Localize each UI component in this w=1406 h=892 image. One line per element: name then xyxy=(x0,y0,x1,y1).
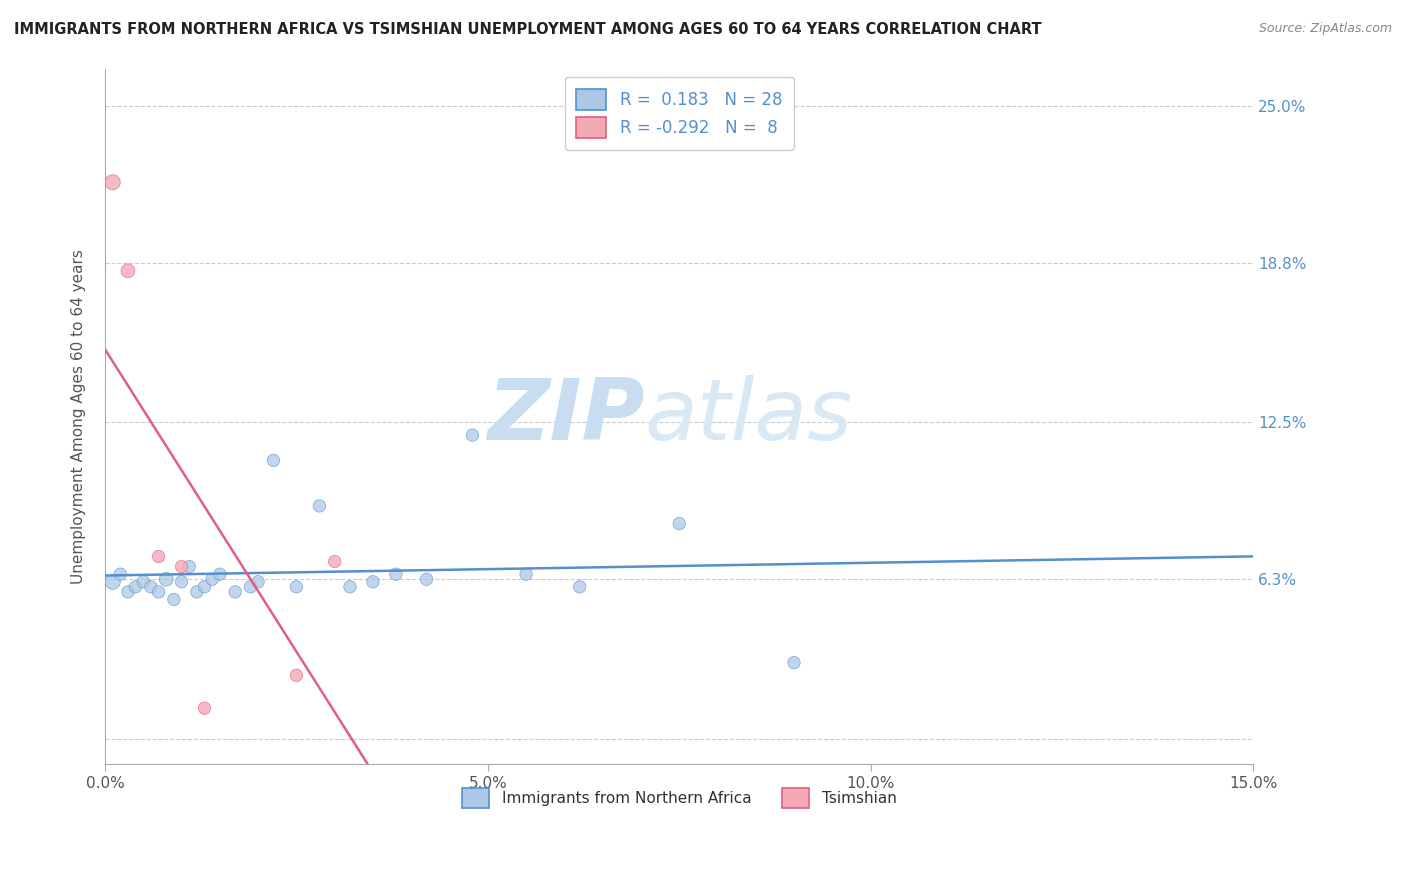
Point xyxy=(101,574,124,589)
Text: Source: ZipAtlas.com: Source: ZipAtlas.com xyxy=(1258,22,1392,36)
Y-axis label: Unemployment Among Ages 60 to 64 years: Unemployment Among Ages 60 to 64 years xyxy=(72,249,86,583)
Point xyxy=(201,572,224,586)
Point xyxy=(148,585,170,599)
Point xyxy=(262,453,284,467)
Point xyxy=(170,559,193,574)
Point xyxy=(110,567,132,582)
Point xyxy=(668,516,690,531)
Point xyxy=(170,574,193,589)
Point xyxy=(285,668,308,682)
Point xyxy=(117,264,139,278)
Point xyxy=(101,175,124,189)
Point xyxy=(461,428,484,442)
Point xyxy=(179,559,201,574)
Text: IMMIGRANTS FROM NORTHERN AFRICA VS TSIMSHIAN UNEMPLOYMENT AMONG AGES 60 TO 64 YE: IMMIGRANTS FROM NORTHERN AFRICA VS TSIMS… xyxy=(14,22,1042,37)
Point xyxy=(155,572,177,586)
Legend: Immigrants from Northern Africa, Tsimshian: Immigrants from Northern Africa, Tsimshi… xyxy=(454,780,904,815)
Point xyxy=(285,580,308,594)
Point xyxy=(568,580,591,594)
Point xyxy=(139,580,162,594)
Point xyxy=(515,567,537,582)
Text: atlas: atlas xyxy=(645,375,853,458)
Point xyxy=(415,572,437,586)
Point xyxy=(783,656,806,670)
Point xyxy=(323,555,346,569)
Point xyxy=(124,580,146,594)
Point xyxy=(224,585,246,599)
Point xyxy=(193,701,215,715)
Text: ZIP: ZIP xyxy=(486,375,645,458)
Point xyxy=(361,574,384,589)
Point xyxy=(117,585,139,599)
Point xyxy=(208,567,231,582)
Point xyxy=(385,567,408,582)
Point xyxy=(132,574,155,589)
Point xyxy=(193,580,215,594)
Point xyxy=(308,499,330,513)
Point xyxy=(148,549,170,564)
Point xyxy=(186,585,208,599)
Point xyxy=(239,580,262,594)
Point xyxy=(247,574,270,589)
Point xyxy=(339,580,361,594)
Point xyxy=(163,592,186,607)
